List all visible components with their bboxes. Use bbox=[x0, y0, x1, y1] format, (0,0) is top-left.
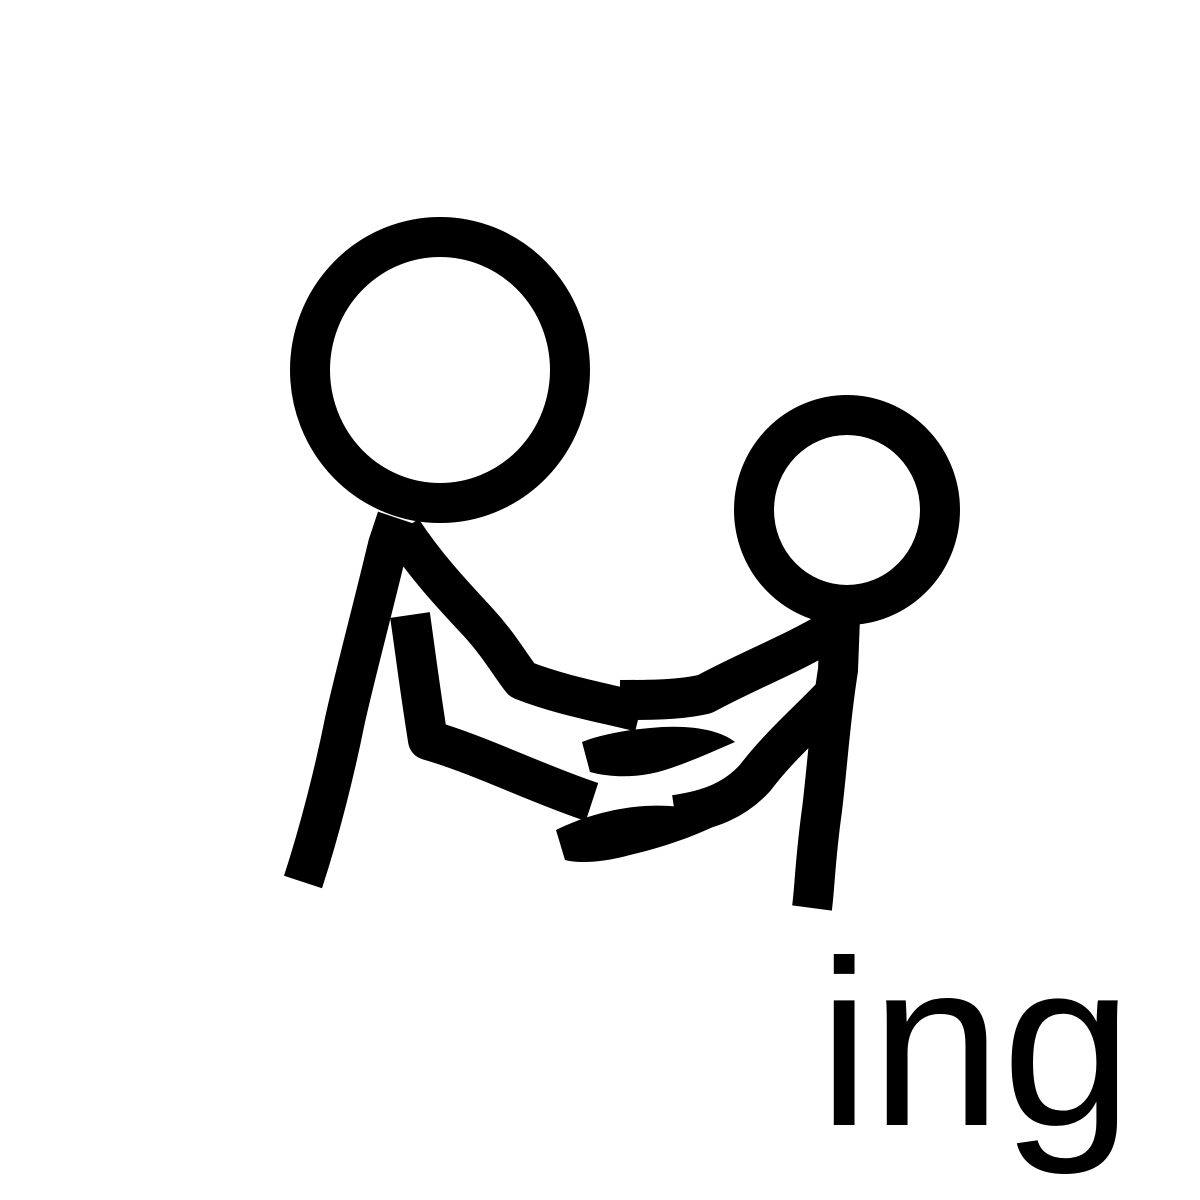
lower-hands-icon bbox=[556, 805, 715, 863]
adult-head-icon bbox=[290, 217, 590, 523]
adult-lower-arm-icon bbox=[390, 612, 599, 822]
child-head-icon bbox=[734, 395, 960, 625]
child-upper-arm-icon bbox=[619, 612, 843, 720]
adult-body-icon bbox=[283, 511, 416, 889]
child-body-icon bbox=[792, 617, 860, 911]
symbol-caption: ing bbox=[818, 912, 1133, 1176]
adult-upper-arm-icon bbox=[385, 518, 645, 732]
upper-hands-icon bbox=[582, 726, 735, 777]
